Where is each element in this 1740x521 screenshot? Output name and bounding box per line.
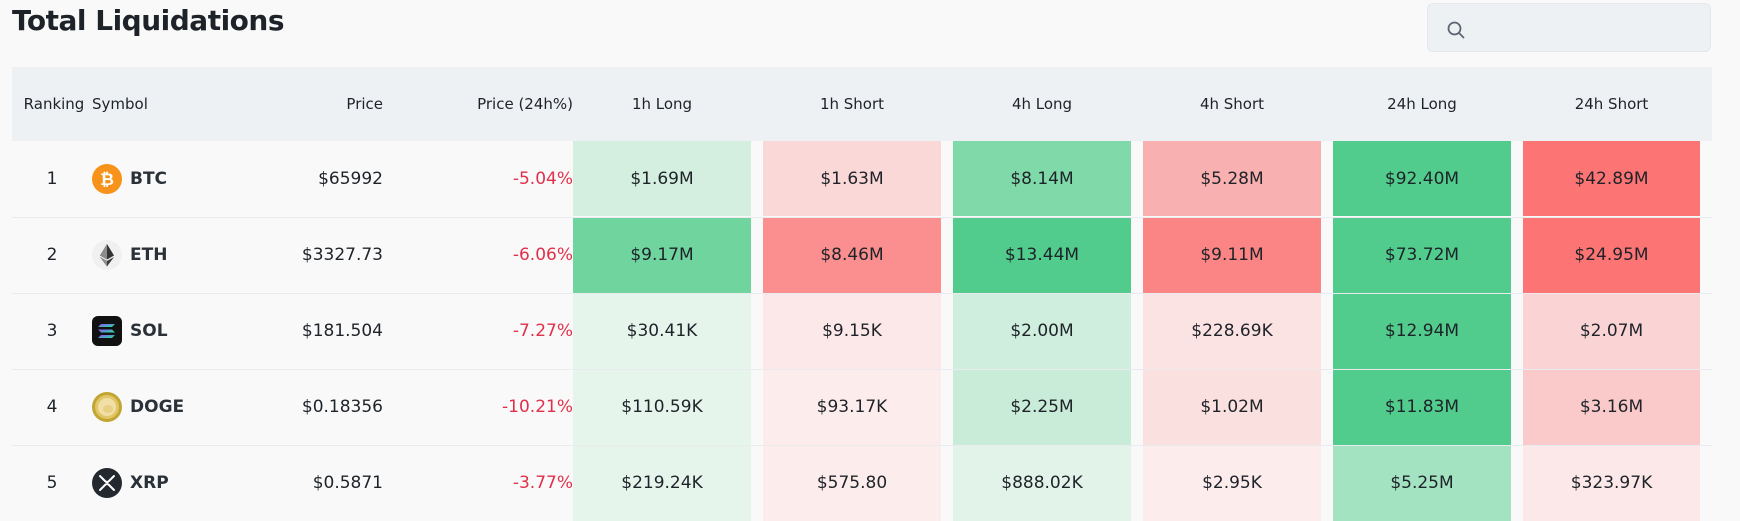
price-cell: $181.504 <box>301 321 383 341</box>
rank-cell: 4 <box>46 397 58 417</box>
liq-1h-long: $1.69M <box>573 141 751 217</box>
liquidations-table: Ranking Symbol Price Price (24h%) 1h Lon… <box>12 67 1712 521</box>
rank-cell: 1 <box>46 168 58 189</box>
liq-1h-short: $9.15K <box>763 293 941 369</box>
bitcoin-icon: ₿ <box>92 163 122 194</box>
price-cell: $0.5871 <box>312 473 383 494</box>
solana-icon <box>92 316 122 346</box>
liq-4h-short: $9.11M <box>1143 217 1321 293</box>
liq-24h-short: $3.16M <box>1523 369 1700 445</box>
price-change-cell: -10.21% <box>502 397 573 417</box>
liq-4h-short: $228.69K <box>1143 293 1321 369</box>
search-icon <box>1445 19 1467 41</box>
liq-1h-long: $219.24K <box>573 445 751 521</box>
rank-cell: 3 <box>46 321 58 341</box>
header-1h-long[interactable]: 1h Long <box>631 95 693 113</box>
liq-4h-long: $2.25M <box>953 369 1131 445</box>
table-row[interactable]: 1 ₿ BTC $65992 -5.04% $1.69M $1.63M $8.1… <box>12 141 1712 217</box>
search-box[interactable] <box>1427 3 1711 52</box>
price-change-cell: -7.27% <box>512 321 573 341</box>
price-change-cell: -6.06% <box>512 245 573 265</box>
svg-text:₿: ₿ <box>100 170 114 190</box>
dogecoin-icon <box>92 392 122 422</box>
header-4h-long[interactable]: 4h Long <box>1011 95 1073 113</box>
header-ranking[interactable]: Ranking <box>23 95 85 113</box>
symbol-label[interactable]: DOGE <box>130 397 185 417</box>
liq-24h-long: $92.40M <box>1333 141 1511 217</box>
header-price-change[interactable]: Price (24h%) <box>477 95 573 113</box>
liq-4h-short: $1.02M <box>1143 369 1321 445</box>
rank-cell: 5 <box>46 473 58 494</box>
liq-24h-long: $12.94M <box>1333 293 1511 369</box>
liq-24h-long: $5.25M <box>1333 445 1511 521</box>
search-input[interactable] <box>1476 12 1700 46</box>
liq-24h-short: $24.95M <box>1523 217 1700 293</box>
symbol-label[interactable]: ETH <box>130 245 168 265</box>
liq-1h-short: $8.46M <box>763 217 941 293</box>
symbol-label[interactable]: SOL <box>130 321 168 341</box>
header-1h-short[interactable]: 1h Short <box>819 95 885 113</box>
price-change-cell: -5.04% <box>512 168 573 189</box>
price-cell: $0.18356 <box>301 397 383 417</box>
liq-4h-long: $8.14M <box>953 141 1131 217</box>
price-cell: $65992 <box>318 168 383 189</box>
liq-1h-short: $1.63M <box>763 141 941 217</box>
header-24h-short[interactable]: 24h Short <box>1574 95 1649 113</box>
ethereum-icon <box>92 240 122 270</box>
symbol-label[interactable]: BTC <box>130 168 168 189</box>
liq-4h-short: $5.28M <box>1143 141 1321 217</box>
liq-24h-short: $42.89M <box>1523 141 1700 217</box>
liq-1h-long: $9.17M <box>573 217 751 293</box>
liq-24h-long: $11.83M <box>1333 369 1511 445</box>
xrp-icon <box>92 468 122 499</box>
table-row[interactable]: 2 ETH $3327.73 -6.06% $9.17M <box>12 217 1712 293</box>
liq-4h-long: $13.44M <box>953 217 1131 293</box>
header-price[interactable]: Price <box>346 95 383 113</box>
liq-4h-long: $888.02K <box>953 445 1131 521</box>
header-4h-short[interactable]: 4h Short <box>1199 95 1265 113</box>
header-symbol[interactable]: Symbol <box>92 95 148 113</box>
liq-24h-short: $2.07M <box>1523 293 1700 369</box>
liq-1h-short: $575.80 <box>763 445 941 521</box>
liq-1h-short: $93.17K <box>763 369 941 445</box>
liq-24h-long: $73.72M <box>1333 217 1511 293</box>
liq-24h-short: $323.97K <box>1523 445 1700 521</box>
table-row[interactable]: 3 <box>12 293 1712 369</box>
table-row[interactable]: 5 XRP $0.5871 -3.77% $219.24K $575.80 $8… <box>12 445 1712 521</box>
price-cell: $3327.73 <box>301 245 383 265</box>
symbol-label[interactable]: XRP <box>130 473 169 494</box>
page-title: Total Liquidations <box>12 4 285 37</box>
liq-4h-long: $2.00M <box>953 293 1131 369</box>
price-change-cell: -3.77% <box>512 473 573 494</box>
rank-cell: 2 <box>46 245 58 265</box>
table-row[interactable]: 4 DOGE $0.18356 -10.21% $110.59K $93.17K <box>12 369 1712 445</box>
liq-1h-long: $110.59K <box>573 369 751 445</box>
table-header-row: Ranking Symbol Price Price (24h%) 1h Lon… <box>12 67 1712 141</box>
liq-4h-short: $2.95K <box>1143 445 1321 521</box>
liq-1h-long: $30.41K <box>573 293 751 369</box>
header-24h-long[interactable]: 24h Long <box>1387 95 1457 113</box>
